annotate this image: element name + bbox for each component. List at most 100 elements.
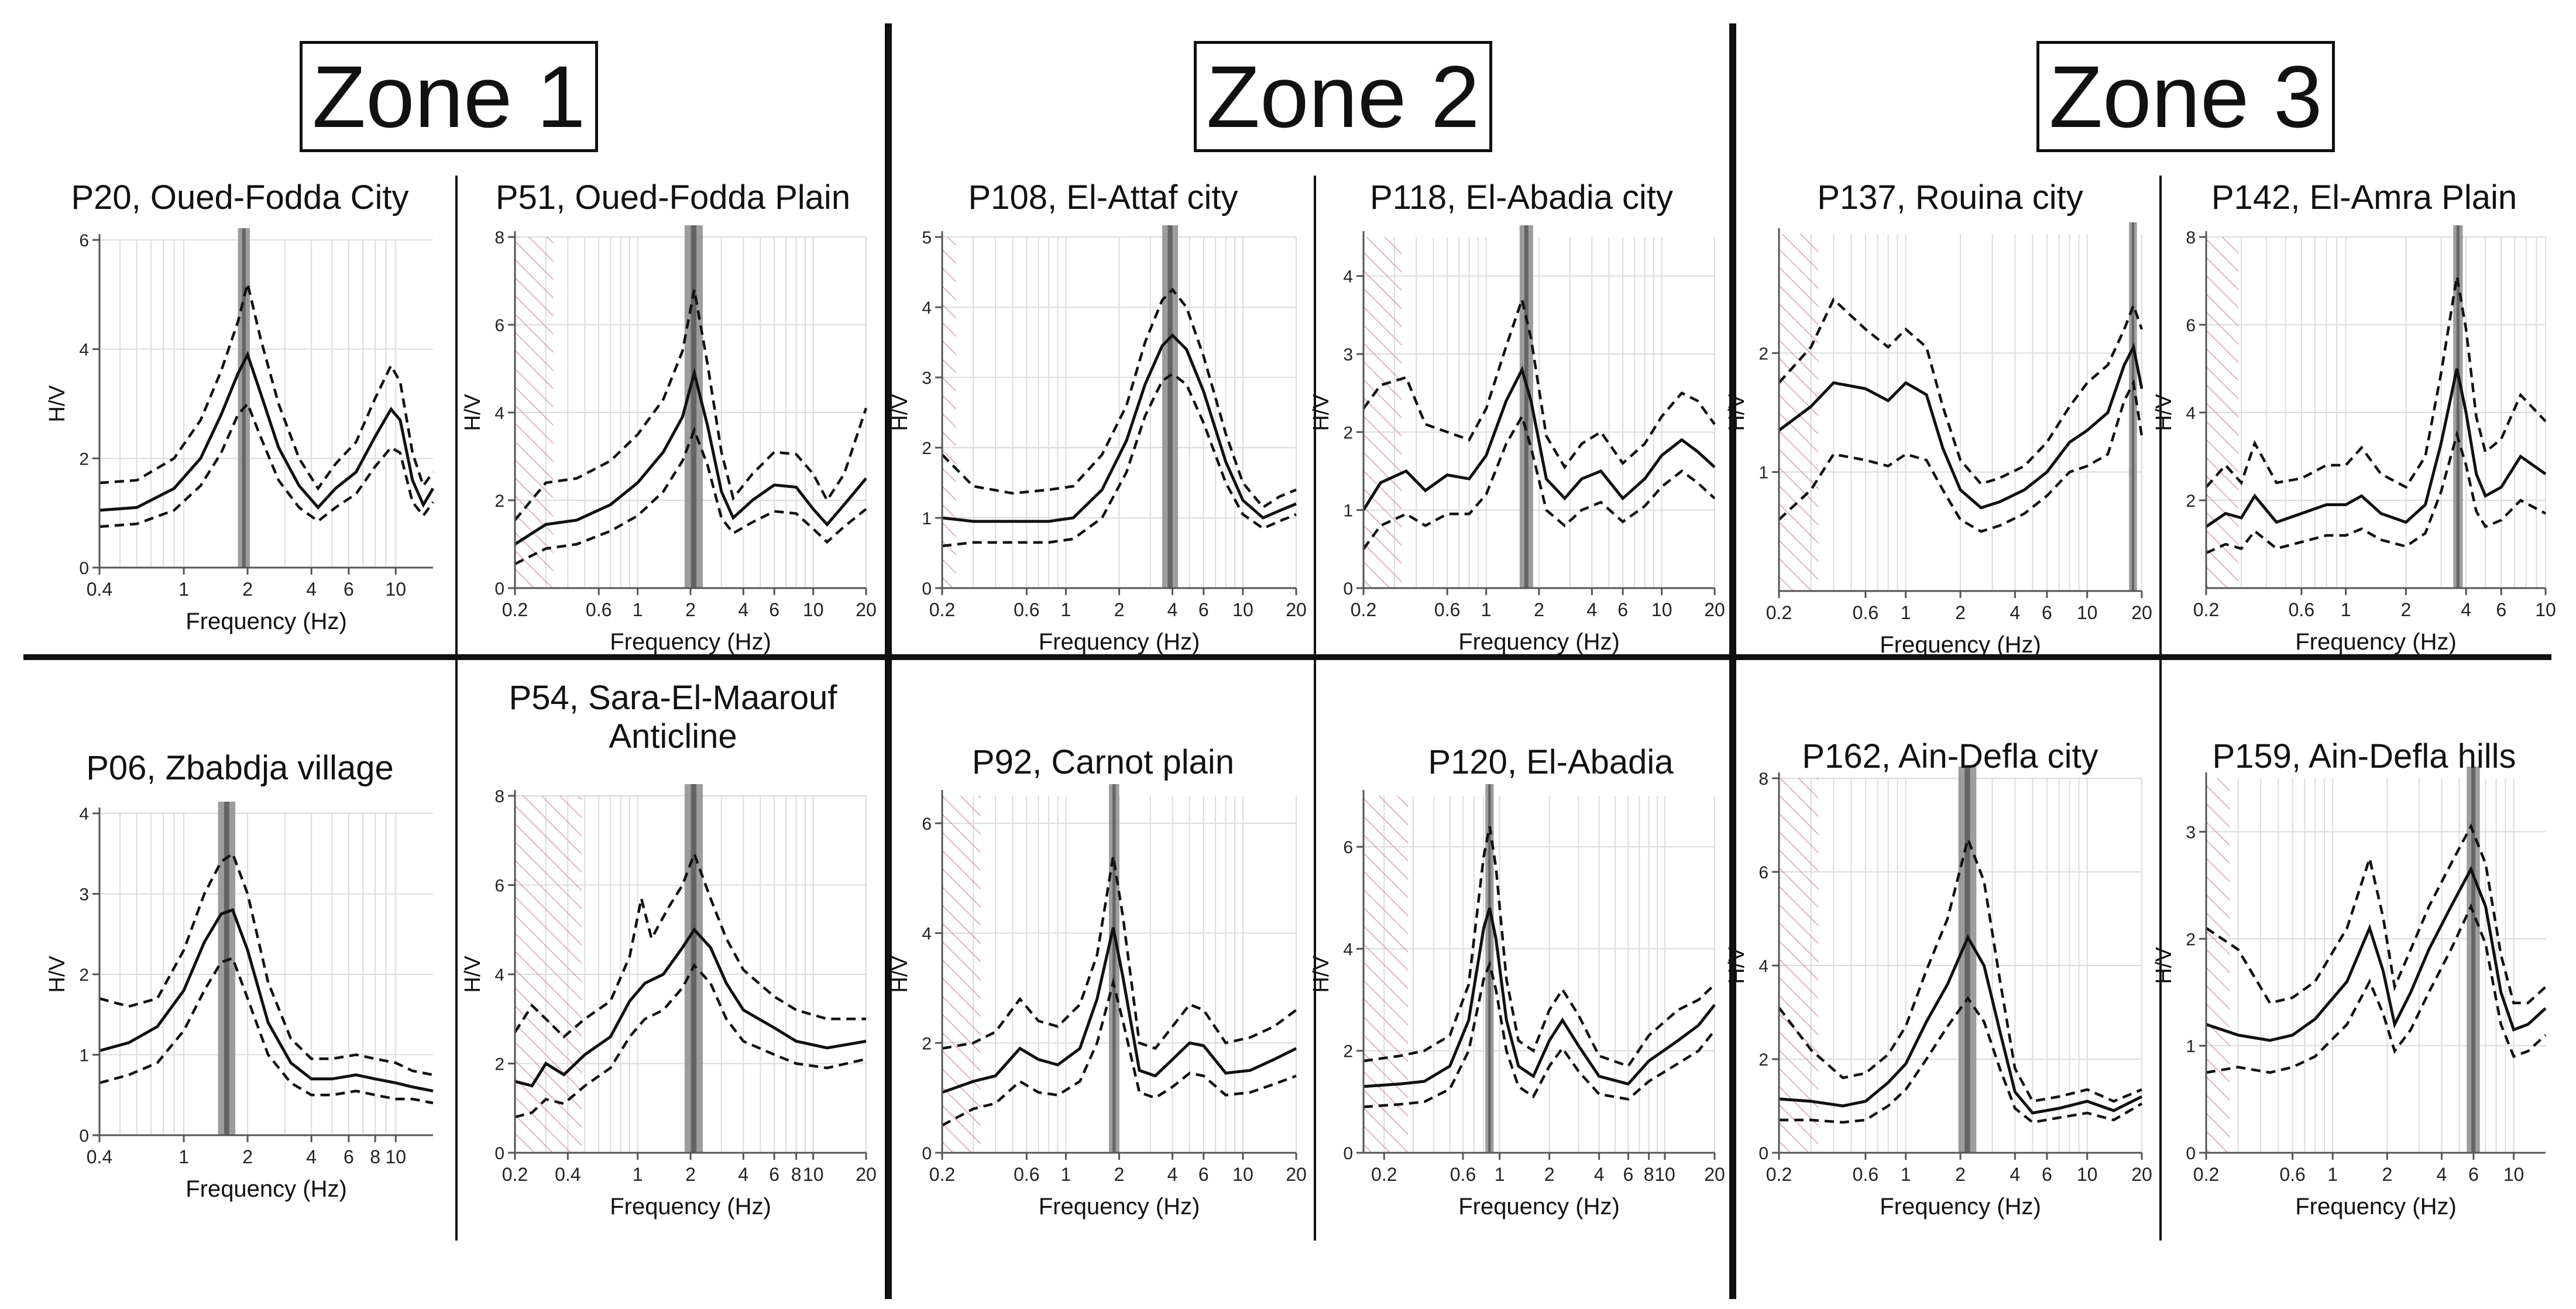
y-axis-title: H/V xyxy=(1309,956,1334,993)
x-axis-title: Frequency (Hz) xyxy=(610,629,771,655)
x-tick-label: 10 xyxy=(2535,599,2556,620)
zone-2-label: Zone 2 xyxy=(1194,41,1492,152)
x-tick-label: 10 xyxy=(1654,1164,1675,1185)
y-tick-label: 6 xyxy=(1758,863,1768,882)
x-tick-label: 10 xyxy=(385,579,406,600)
y-tick-label: 4 xyxy=(79,805,89,824)
x-tick-label: 10 xyxy=(1232,1164,1253,1185)
y-tick-label: 2 xyxy=(922,1034,932,1053)
panel-title-p108: P108, El-Attaf city xyxy=(968,178,1238,217)
mean-hv-curve xyxy=(99,351,435,512)
y-tick-label: 0 xyxy=(494,1144,504,1163)
hatch-zone xyxy=(2206,237,2239,588)
y-tick-label: 1 xyxy=(2186,1037,2196,1056)
panel-title-p118: P118, El-Abadia city xyxy=(1370,178,1673,217)
panel-divider-z1 xyxy=(455,176,458,1241)
std-lower-curve xyxy=(514,426,867,565)
y-axis-title: H/V xyxy=(1309,394,1334,431)
y-axis-title: H/V xyxy=(888,956,912,993)
x-tick-label: 20 xyxy=(2131,602,2152,623)
y-tick-label: 0 xyxy=(494,579,504,599)
x-tick-label: 20 xyxy=(856,1164,877,1185)
x-tick-label: 0.2 xyxy=(502,1164,528,1185)
peak-frequency-center xyxy=(1112,784,1116,1153)
x-tick-label: 0.6 xyxy=(1450,1164,1476,1185)
zone-1-label: Zone 1 xyxy=(300,41,598,152)
peak-frequency-center xyxy=(2456,225,2460,588)
x-tick-label: 20 xyxy=(1704,599,1725,620)
y-tick-label: 1 xyxy=(1343,501,1353,521)
x-tick-label: 4 xyxy=(738,1164,748,1185)
x-axis-title: Frequency (Hz) xyxy=(2295,629,2457,655)
x-tick-label: 4 xyxy=(2010,1164,2020,1185)
mean-hv-curve xyxy=(1363,907,1716,1088)
x-tick-label: 1 xyxy=(1481,599,1492,620)
panel-title-p20: P20, Oued-Fodda City xyxy=(71,178,409,217)
std-upper-curve xyxy=(941,287,1297,509)
x-tick-label: 20 xyxy=(1704,1164,1725,1185)
x-tick-label: 0.2 xyxy=(1766,1164,1792,1185)
mean-hv-curve xyxy=(942,333,1297,523)
hv-panel-10: 0 2 4 6 8 0.2 0.6 1 2 4 6 10 20 H/V Frequency (Hz) xyxy=(1725,767,2152,1219)
x-tick-label: 4 xyxy=(1586,599,1597,620)
std-upper-curve xyxy=(99,283,434,491)
y-axis-title: H/V xyxy=(2152,394,2176,431)
x-tick-label: 0.6 xyxy=(586,599,612,620)
mean-hv-curve xyxy=(1778,342,2144,510)
y-axis-title: H/V xyxy=(461,394,485,431)
y-tick-label: 4 xyxy=(494,404,504,423)
x-tick-label: 4 xyxy=(1167,599,1178,620)
std-lower-curve xyxy=(1779,996,2143,1124)
x-axis-title: Frequency (Hz) xyxy=(1039,1194,1200,1219)
hv-panel-5: 2 4 6 8 0.2 0.6 1 2 4 6 10 H/V Frequency (Hz) xyxy=(2152,225,2556,655)
x-tick-label: 10 xyxy=(385,1146,406,1167)
x-tick-label: 0.4 xyxy=(555,1164,581,1185)
x-tick-label: 20 xyxy=(856,599,877,620)
mean-hv-curve xyxy=(2206,865,2547,1042)
x-tick-label: 1 xyxy=(1495,1164,1505,1185)
panel-title-p120: P120, El-Abadia xyxy=(1428,743,1674,781)
y-tick-label: 4 xyxy=(2186,404,2196,423)
x-tick-label: 0.2 xyxy=(1351,599,1376,620)
std-lower-curve xyxy=(2206,903,2547,1074)
y-tick-label: 6 xyxy=(922,815,932,834)
y-tick-label: 2 xyxy=(494,1055,504,1074)
std-upper-curve xyxy=(1778,297,2144,486)
hatch-zone xyxy=(942,237,956,588)
x-tick-label: 0.2 xyxy=(2193,599,2219,620)
std-lower-curve xyxy=(514,963,867,1119)
x-tick-label: 2 xyxy=(1955,1164,1966,1185)
x-tick-label: 8 xyxy=(370,1146,380,1167)
hv-panel-11: 0 1 2 3 0.2 0.6 1 2 4 6 10 H/V Frequency (Hz) xyxy=(2152,767,2547,1219)
y-tick-label: 0 xyxy=(1758,1144,1768,1163)
x-axis-title: Frequency (Hz) xyxy=(186,609,347,634)
x-axis-title: Frequency (Hz) xyxy=(1880,632,2041,658)
std-upper-curve xyxy=(514,850,866,1039)
panel-title-p06: P06, Zbabdja village xyxy=(86,749,394,787)
hatch-zone xyxy=(1363,796,1409,1153)
peak-frequency-center xyxy=(1524,225,1529,588)
y-tick-label: 5 xyxy=(922,228,932,248)
panel-title-p92: P92, Carnot plain xyxy=(971,743,1235,781)
x-tick-label: 0.6 xyxy=(1853,1164,1878,1185)
y-tick-label: 8 xyxy=(494,228,504,248)
x-axis-title: Frequency (Hz) xyxy=(1039,629,1200,655)
y-tick-label: 8 xyxy=(494,787,504,806)
y-tick-label: 4 xyxy=(922,298,932,318)
x-tick-label: 2 xyxy=(1114,599,1125,620)
panel-title-p137: P137, Rouina city xyxy=(1817,178,2083,217)
x-tick-label: 1 xyxy=(1061,599,1071,620)
y-axis-title: H/V xyxy=(461,956,485,993)
y-tick-label: 2 xyxy=(2186,492,2196,511)
x-tick-label: 4 xyxy=(306,579,317,600)
x-tick-label: 6 xyxy=(344,1146,354,1167)
peak-frequency-center xyxy=(691,225,697,588)
x-axis-title: Frequency (Hz) xyxy=(1458,629,1620,655)
x-tick-label: 2 xyxy=(1544,1164,1555,1185)
panel-title-p162: P162, Ain-Defla city xyxy=(1802,737,2098,775)
x-tick-label: 1 xyxy=(2341,599,2351,620)
x-tick-label: 0.6 xyxy=(1014,599,1039,620)
